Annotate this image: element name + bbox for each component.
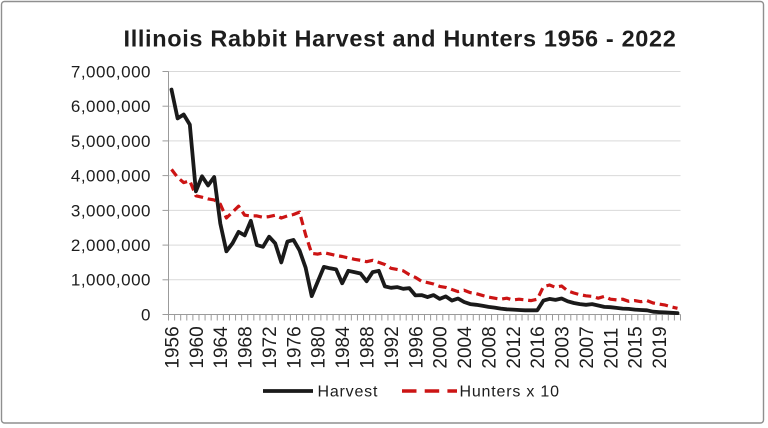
svg-text:2003: 2003	[553, 326, 574, 368]
svg-text:1992: 1992	[382, 326, 403, 368]
svg-text:5,000,000: 5,000,000	[71, 132, 151, 151]
svg-text:0: 0	[141, 305, 151, 324]
svg-text:2004: 2004	[455, 326, 476, 369]
svg-text:7,000,000: 7,000,000	[71, 62, 151, 81]
svg-text:Illinois Rabbit Harvest and Hu: Illinois Rabbit Harvest and Hunters 1956…	[124, 26, 677, 52]
svg-text:1,000,000: 1,000,000	[71, 271, 151, 290]
svg-text:1988: 1988	[358, 326, 379, 368]
svg-text:1976: 1976	[284, 326, 305, 368]
svg-text:2016: 2016	[528, 326, 549, 368]
svg-text:Hunters x 10: Hunters x 10	[460, 384, 560, 401]
svg-text:1980: 1980	[309, 326, 330, 368]
svg-text:2000: 2000	[431, 326, 452, 368]
svg-text:Harvest: Harvest	[318, 384, 379, 401]
svg-text:2012: 2012	[504, 326, 525, 368]
svg-text:4,000,000: 4,000,000	[71, 167, 151, 186]
svg-text:3,000,000: 3,000,000	[71, 201, 151, 220]
svg-text:2019: 2019	[650, 326, 671, 368]
svg-text:1984: 1984	[333, 326, 354, 369]
svg-text:1968: 1968	[236, 326, 257, 368]
svg-text:2008: 2008	[479, 326, 500, 368]
svg-text:2011: 2011	[601, 328, 622, 369]
svg-text:1972: 1972	[260, 326, 281, 368]
svg-text:1960: 1960	[187, 326, 208, 368]
svg-text:2015: 2015	[626, 326, 647, 368]
svg-text:2007: 2007	[577, 326, 598, 368]
svg-text:6,000,000: 6,000,000	[71, 97, 151, 116]
svg-text:2,000,000: 2,000,000	[71, 236, 151, 255]
svg-text:1956: 1956	[162, 326, 183, 368]
svg-text:1996: 1996	[406, 326, 427, 368]
svg-text:1964: 1964	[211, 326, 232, 369]
